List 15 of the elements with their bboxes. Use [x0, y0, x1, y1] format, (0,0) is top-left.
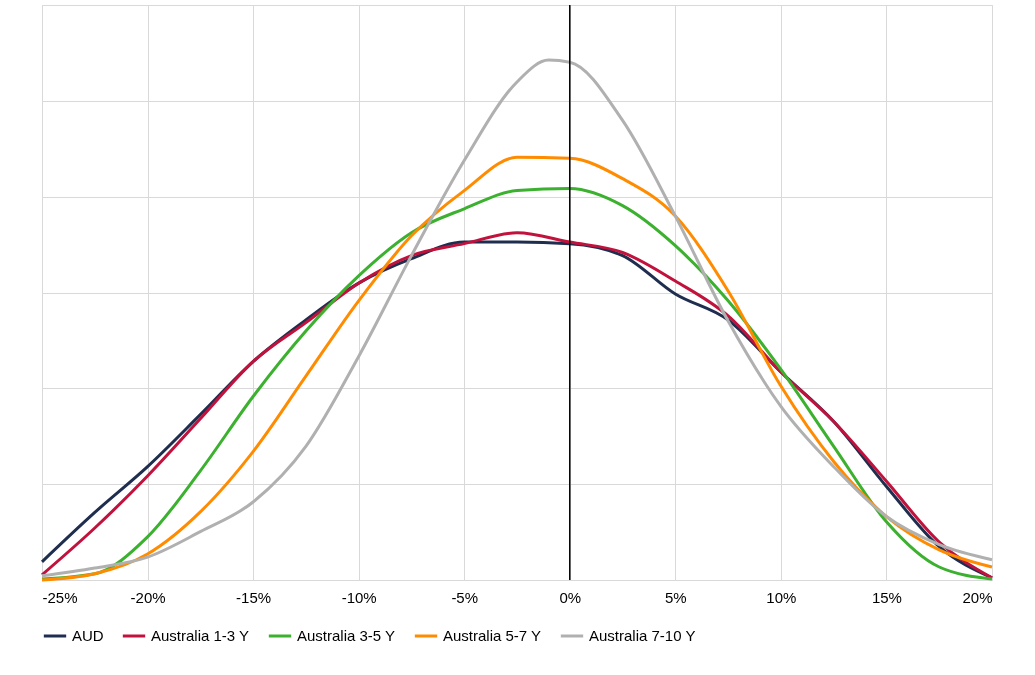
legend-label: Australia 7-10 Y	[589, 627, 696, 644]
x-tick-label: -5%	[451, 588, 479, 606]
legend-label: AUD	[72, 627, 104, 644]
x-tick-label: 15%	[871, 588, 902, 606]
x-tick-label: -20%	[130, 588, 166, 606]
x-tick-label: 5%	[664, 588, 687, 606]
x-tick-label: -25%	[42, 588, 78, 606]
x-tick-label: 10%	[766, 588, 797, 606]
x-tick-label: -15%	[236, 588, 272, 606]
legend-label: Australia 5-7 Y	[443, 627, 542, 644]
x-tick-label: 0%	[559, 588, 582, 606]
x-tick-label: -10%	[341, 588, 377, 606]
legend-label: Australia 3-5 Y	[297, 627, 396, 644]
legend-label: Australia 1-3 Y	[151, 627, 250, 644]
x-tick-label: 20%	[962, 588, 993, 606]
